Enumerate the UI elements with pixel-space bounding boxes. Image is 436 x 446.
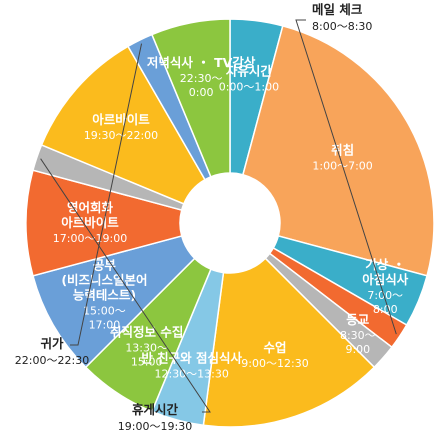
slice-label: 능력테스트) (73, 288, 136, 303)
leader-line (70, 43, 143, 346)
slice-time-label: 22:30〜 (180, 72, 223, 85)
donut-hole (180, 173, 280, 273)
slice-label: 아르바이트 (61, 215, 119, 230)
external-label: 휴게시간 (132, 402, 179, 417)
slice-time-label: 19:30〜22:00 (84, 129, 158, 142)
slice-label: 영어회화 (67, 200, 114, 215)
slice-label: 저녁식사 ・ TV감상 (147, 55, 256, 70)
external-time-label: 22:00〜22:30 (15, 354, 89, 367)
slice-time-label: 12:30〜13:30 (154, 367, 228, 380)
slice-time-label: 15:00〜 (83, 305, 126, 318)
external-label: 귀가 (40, 336, 64, 351)
leader-line (295, 19, 397, 335)
slice-label: 자유시간 (226, 64, 273, 79)
leader-line (40, 158, 211, 413)
slice-label: 아침식사 (362, 272, 409, 287)
slice-time-label: 9:00〜12:30 (241, 357, 308, 370)
slice-label: 기상 ・ (365, 257, 405, 272)
slice-time-label: 15:00 (131, 356, 163, 369)
slice-time-label: 13:30〜 (125, 342, 168, 355)
slice-time-label: 0:00 (189, 86, 214, 99)
slice-time-label: 17:00〜19:00 (53, 232, 127, 245)
external-label: 메일 체크 (312, 2, 363, 17)
slice-time-label: 8:00 (373, 303, 398, 316)
slice-label: 아르바이트 (92, 112, 150, 127)
external-time-label: 19:00〜19:30 (118, 420, 192, 433)
slice-time-label: 7:00〜 (367, 289, 403, 302)
external-time-label: 8:00〜8:30 (312, 20, 372, 33)
slice-label: 취직정보 수집 (110, 325, 183, 340)
donut-slices (25, 18, 435, 428)
slice-time-label: 17:00 (89, 319, 121, 332)
slice-label: 취침 (331, 143, 354, 158)
slice-label: 반 친구와 점심식사 (141, 350, 242, 365)
slice-label: 등교 (346, 312, 370, 327)
slice-label: 공부 (93, 258, 117, 273)
slice-time-label: 9:00 (345, 343, 370, 356)
slice-label: 수업 (263, 340, 286, 355)
slice-label: (비즈니스일본어 (61, 273, 147, 288)
slice-time-label: 0:00〜1:00 (219, 81, 279, 94)
slice-time-label: 8:30〜 (340, 329, 376, 342)
